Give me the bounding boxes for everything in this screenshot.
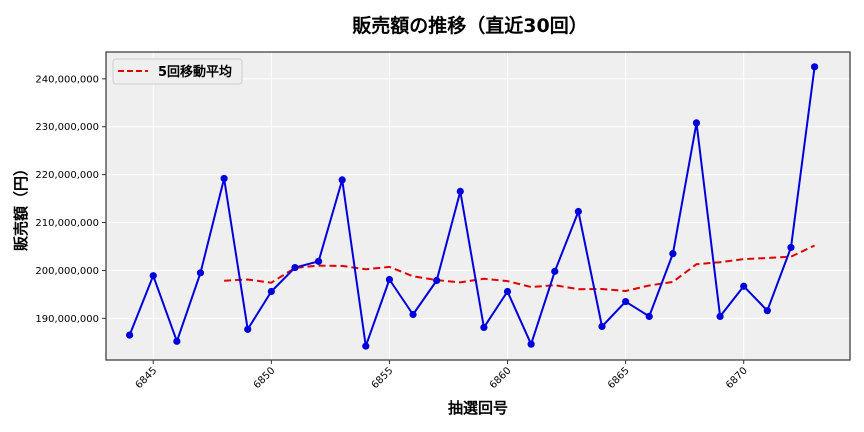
- x-tick-label: 6860: [488, 365, 514, 391]
- chart-title: 販売額の推移（直近30回）: [352, 14, 587, 37]
- data-point: [409, 310, 417, 319]
- data-point: [338, 176, 346, 184]
- data-point: [480, 323, 488, 332]
- data-point: [244, 325, 252, 333]
- x-axis-ticks: 6845 6850 6855 6860 6865 6870: [134, 360, 750, 391]
- y-tick-label: 200,000,000: [35, 266, 99, 277]
- data-point: [267, 287, 275, 296]
- y-tick-label: 190,000,000: [35, 314, 99, 325]
- sales-line: [126, 63, 819, 350]
- data-point: [551, 267, 559, 275]
- y-tick-label: 220,000,000: [35, 170, 99, 181]
- data-point: [669, 250, 677, 258]
- data-point: [692, 119, 701, 127]
- moving-average-line: [224, 244, 816, 293]
- x-tick-label: 6845: [134, 365, 160, 391]
- data-point: [810, 63, 819, 71]
- data-point: [503, 287, 512, 296]
- x-tick-label: 6855: [370, 365, 396, 391]
- data-point: [362, 342, 370, 350]
- y-tick-label: 230,000,000: [35, 122, 99, 133]
- y-tick-label: 210,000,000: [35, 218, 99, 229]
- data-point: [126, 331, 134, 339]
- data-point: [314, 257, 323, 265]
- legend-label: 5回移動平均: [158, 64, 232, 80]
- x-tick-label: 6870: [724, 365, 750, 391]
- data-point: [763, 307, 771, 315]
- y-axis-label: 販売額（円）: [12, 161, 30, 251]
- y-axis-ticks: 190,000,000 200,000,000 210,000,000 220,000…: [35, 74, 106, 325]
- data-point: [598, 322, 606, 331]
- legend-box: [112, 58, 243, 85]
- data-point: [456, 187, 464, 195]
- data-point: [740, 282, 748, 290]
- data-point: [716, 312, 724, 321]
- data-point: [196, 269, 205, 277]
- x-axis-label: 抽選回号: [448, 399, 508, 417]
- data-point: [622, 297, 630, 306]
- x-tick-label: 6850: [252, 365, 278, 391]
- data-point: [173, 337, 181, 345]
- data-point: [385, 275, 394, 284]
- legend: 5回移動平均: [112, 58, 243, 85]
- data-point: [574, 207, 582, 216]
- data-point: [787, 243, 795, 252]
- data-point: [645, 312, 653, 321]
- data-point: [527, 340, 535, 348]
- data-point: [291, 263, 299, 272]
- data-point: [433, 276, 441, 285]
- data-point: [220, 174, 228, 183]
- x-tick-label: 6865: [606, 365, 632, 391]
- y-tick-label: 240,000,000: [35, 74, 99, 85]
- plot-frame: [105, 51, 851, 361]
- data-point: [149, 272, 157, 280]
